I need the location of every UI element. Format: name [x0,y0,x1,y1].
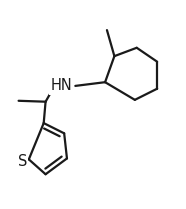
Text: S: S [18,154,27,169]
Text: HN: HN [51,78,72,93]
